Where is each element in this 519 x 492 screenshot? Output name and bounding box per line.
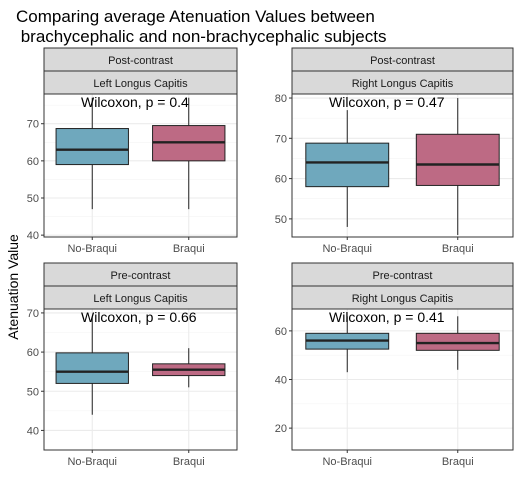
x-tick-label: No-Braqui [322, 243, 372, 255]
wilcoxon-annotation: Wilcoxon, p = 0.47 [329, 94, 445, 110]
facet-strip-top-label: Post-contrast [370, 55, 435, 67]
interquartile-box [56, 129, 128, 165]
wilcoxon-annotation: Wilcoxon, p = 0.41 [329, 309, 445, 325]
wilcoxon-annotation: Wilcoxon, p = 0.66 [81, 309, 197, 325]
y-tick-label: 70 [27, 308, 39, 320]
x-tick-label: No-Braqui [322, 456, 372, 468]
facet-panel: Post-contrast Right Longus Capitis 50 60 70 8… [275, 48, 513, 255]
facet-strip-bottom-label: Left Longus Capitis [93, 293, 188, 305]
facet-strip-top-label: Pre-contrast [111, 270, 171, 282]
plot-area-background [44, 94, 237, 237]
y-tick-label: 80 [275, 93, 287, 105]
y-tick-label: 40 [27, 425, 39, 437]
facet-panel: Pre-contrast Right Longus Capitis 20 40 60 Wi… [275, 263, 513, 468]
y-tick-label: 60 [275, 326, 287, 338]
y-tick-label: 50 [27, 193, 39, 205]
x-tick-label: No-Braqui [67, 456, 117, 468]
interquartile-box [416, 134, 499, 185]
y-tick-label: 40 [27, 230, 39, 242]
chart-title-line-1: Comparing average Atenuation Values betw… [16, 7, 375, 26]
x-tick-label: Braqui [442, 456, 474, 468]
interquartile-box [416, 333, 499, 350]
x-tick-label: No-Braqui [67, 243, 117, 255]
y-axis-label: Atenuation Value [5, 234, 21, 340]
facet-panel: Pre-contrast Left Longus Capitis 40 50 60 70 W… [27, 263, 237, 468]
facet-strip-bottom-label: Right Longus Capitis [352, 78, 454, 90]
y-tick-label: 70 [27, 119, 39, 131]
interquartile-box [56, 353, 128, 384]
facet-strip-top-label: Post-contrast [108, 55, 173, 67]
y-tick-label: 50 [275, 214, 287, 226]
chart-title-line-2: brachycephalic and non-brachycephalic su… [16, 27, 386, 46]
y-tick-label: 40 [275, 375, 287, 387]
facet-strip-bottom-label: Left Longus Capitis [93, 78, 188, 90]
x-tick-label: Braqui [173, 243, 205, 255]
x-tick-label: Braqui [442, 243, 474, 255]
y-tick-label: 20 [275, 423, 287, 435]
facet-panels: Post-contrast Left Longus Capitis 40 50 60 70… [27, 48, 513, 468]
facet-panel: Post-contrast Left Longus Capitis 40 50 60 70… [27, 48, 237, 255]
y-tick-label: 60 [275, 174, 287, 186]
y-tick-label: 50 [27, 386, 39, 398]
facet-strip-bottom-label: Right Longus Capitis [352, 293, 454, 305]
y-tick-label: 60 [27, 156, 39, 168]
interquartile-box [306, 143, 389, 187]
y-tick-label: 60 [27, 347, 39, 359]
facet-strip-top-label: Pre-contrast [373, 270, 433, 282]
x-tick-label: Braqui [173, 456, 205, 468]
wilcoxon-annotation: Wilcoxon, p = 0.4 [81, 94, 189, 110]
y-tick-label: 70 [275, 133, 287, 145]
